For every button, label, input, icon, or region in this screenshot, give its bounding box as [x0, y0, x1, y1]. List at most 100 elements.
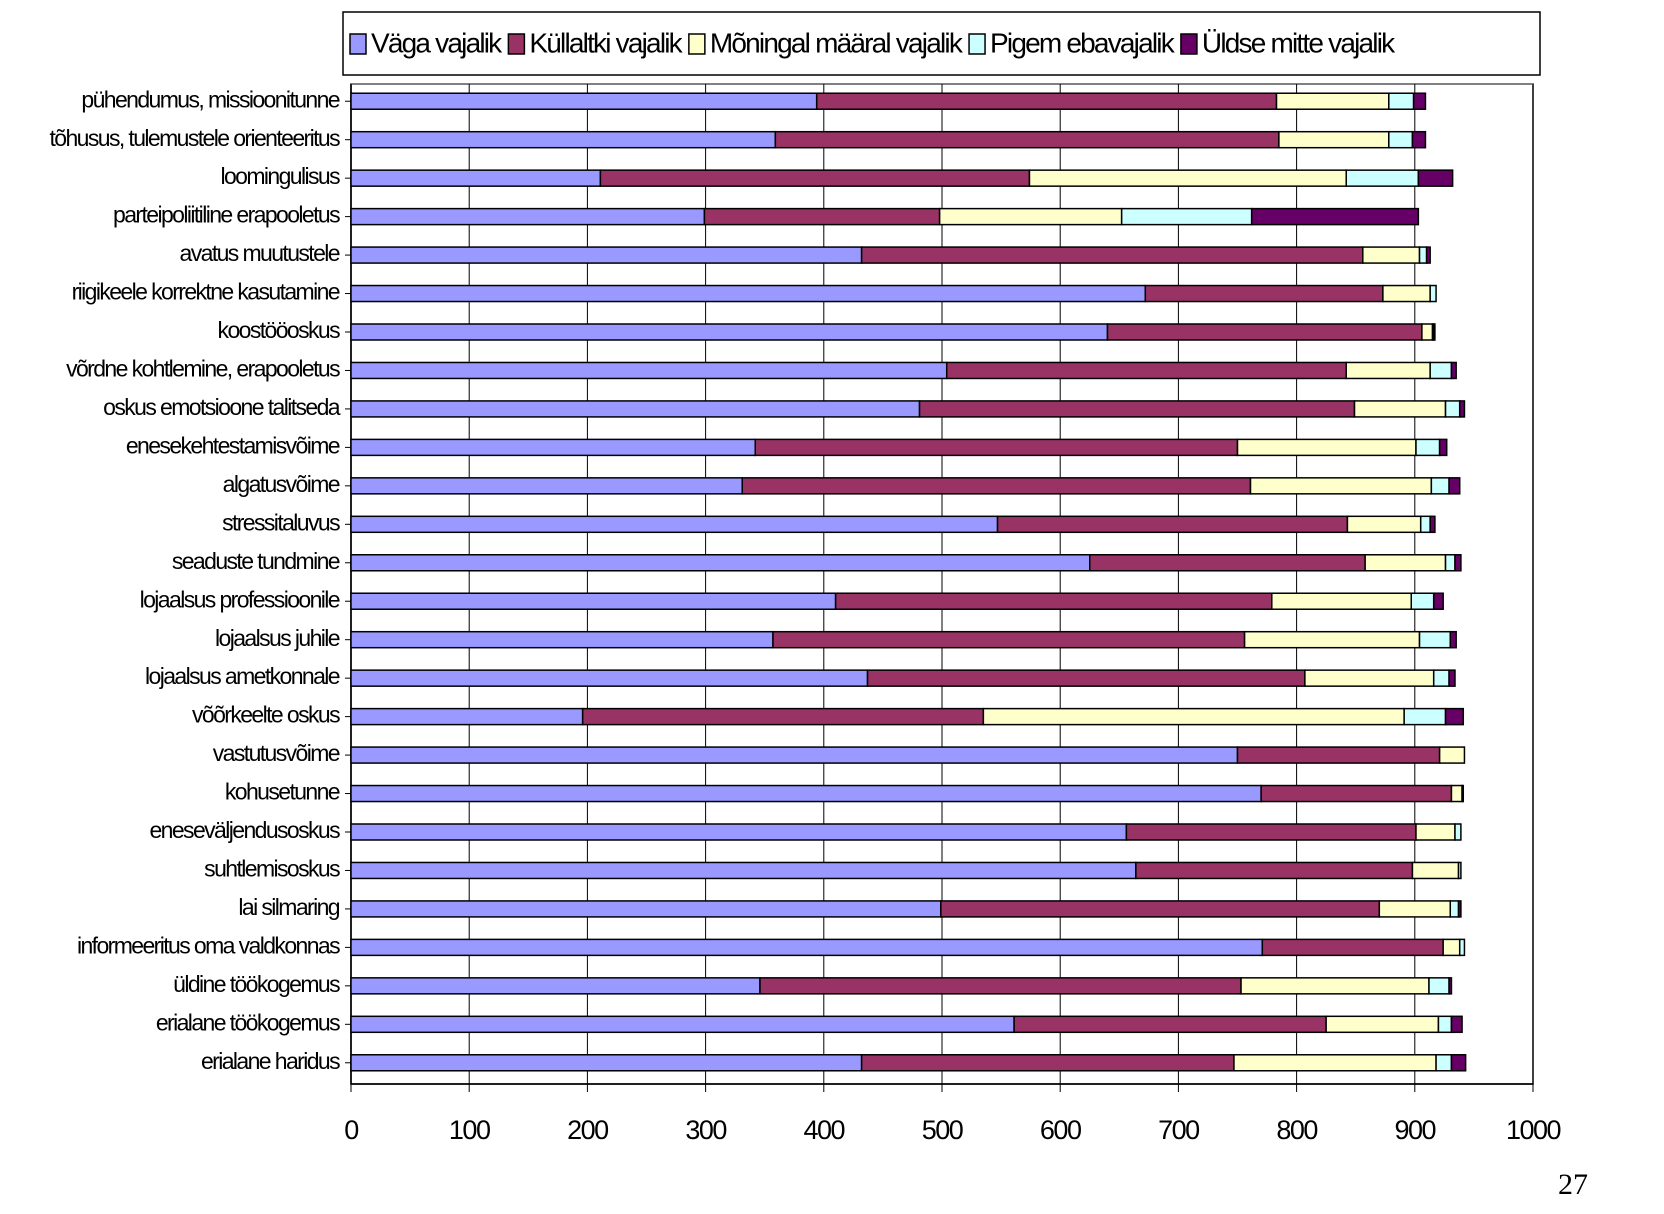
bar-segment: [1411, 130, 1427, 149]
bar-segment: [1304, 669, 1435, 687]
bar-segment: [1461, 784, 1465, 803]
bar-segment: [1412, 92, 1427, 110]
y-tick-label: kohusetunne: [225, 779, 340, 805]
bar-segment: [1271, 592, 1413, 610]
bar-segment: [1454, 823, 1462, 841]
y-tick-label: algatusvõime: [223, 471, 340, 497]
legend-swatch: [688, 33, 706, 55]
x-tick-label: 500: [922, 1115, 963, 1145]
bar-segment: [1362, 246, 1421, 264]
bar-segment: [1428, 977, 1450, 995]
bar-segment: [1382, 284, 1431, 303]
bar-segment: [1403, 707, 1447, 726]
y-tick-label: võõrkeelte oskus: [192, 702, 340, 728]
y-tick-label: stressitaluvus: [222, 509, 340, 535]
bar-segment: [1411, 861, 1460, 880]
bar-segment: [350, 592, 837, 610]
page-number: 27: [1558, 1168, 1588, 1201]
bar-segment: [834, 592, 1273, 610]
bar-segment: [1419, 515, 1431, 534]
bar-segment: [1432, 323, 1436, 341]
bar-segment: [1261, 938, 1444, 957]
bar-segment: [1415, 438, 1441, 457]
legend-label: Üldse mitte vajalik: [1202, 27, 1396, 58]
bar-segment: [1378, 900, 1452, 918]
bar-segment: [1429, 515, 1436, 534]
bar-segment: [350, 515, 999, 534]
bar-segment: [1106, 323, 1423, 341]
bar-segment: [1429, 284, 1437, 303]
x-tick-label: 900: [1395, 1115, 1436, 1145]
bar-segment: [350, 246, 863, 264]
bar-segment: [350, 1015, 1015, 1034]
y-tick-label: avatus muutustele: [180, 240, 340, 266]
y-tick-label: võrdne kohtlemine, erapooletus: [66, 356, 340, 382]
bar-segment: [1432, 592, 1444, 610]
bar-segment: [350, 554, 1091, 572]
bar-segment: [1450, 784, 1463, 803]
bar-segment: [350, 746, 1239, 764]
bar-segment: [1125, 823, 1417, 841]
x-tick-label: 700: [1158, 1115, 1199, 1145]
bar-segment: [1250, 207, 1420, 226]
y-tick-label: eneseväljendusoskus: [149, 817, 340, 843]
bar-segment: [581, 707, 985, 726]
bar-segment: [1364, 554, 1447, 572]
bar-segment: [350, 977, 761, 995]
bar-segment: [1457, 900, 1462, 918]
y-tick-label: tõhusus, tulemustele orienteeritus: [49, 125, 340, 151]
bar-segment: [945, 361, 1347, 380]
bar-segment: [1429, 361, 1453, 380]
bar-segment: [350, 438, 756, 457]
bar-segment: [350, 130, 777, 149]
bar-segment: [996, 515, 1349, 534]
bar-segment: [918, 400, 1356, 418]
bar-segment: [1275, 92, 1390, 110]
bar-segment: [1345, 169, 1420, 187]
y-tick-label: vastutusvõime: [213, 740, 340, 766]
bar-segment: [1448, 477, 1461, 495]
bar-segment: [1450, 361, 1457, 380]
bar-segment: [1448, 669, 1456, 687]
y-tick-label: oskus emotsioone talitseda: [103, 394, 341, 420]
bar-segment: [1236, 746, 1441, 764]
bar-segment: [1353, 400, 1447, 418]
bar-segment: [1417, 169, 1454, 187]
y-tick-label: riigikeele korrektne kasutamine: [72, 279, 340, 305]
bar-segment: [1457, 861, 1462, 880]
y-tick-label: koostööoskus: [218, 317, 341, 343]
bar-segment: [350, 938, 1264, 957]
bar-segment: [1449, 900, 1460, 918]
bar-segment: [350, 323, 1109, 341]
legend-swatch: [349, 33, 367, 55]
bar-segment: [940, 900, 1381, 918]
bar-segment: [1438, 438, 1448, 457]
bar-segment: [754, 438, 1239, 457]
bar-segment: [1249, 477, 1433, 495]
bar-segment: [350, 669, 869, 687]
y-tick-label: pühendumus, missioonitunne: [81, 86, 339, 112]
bar-segment: [1260, 784, 1453, 803]
legend-label: Mõningal määral vajalik: [710, 27, 964, 58]
bar-segment: [1410, 592, 1435, 610]
bar-segment: [350, 284, 1147, 303]
bar-segment: [350, 169, 602, 187]
legend-swatch: [1180, 33, 1198, 55]
bar-segment: [350, 400, 921, 418]
bar-segment: [1388, 92, 1415, 110]
y-tick-label: lojaalsus professioonile: [140, 586, 340, 612]
bar-segment: [1013, 1015, 1327, 1034]
y-tick-label: enesekehtestamisvõime: [126, 432, 340, 458]
bar-segment: [1144, 284, 1384, 303]
bar-segment: [1444, 400, 1461, 418]
bar-segment: [703, 207, 941, 226]
bar-segment: [815, 92, 1278, 110]
bar-segment: [1435, 1054, 1453, 1072]
bar-segment: [350, 900, 942, 918]
bar-segment: [350, 784, 1262, 803]
bar-segment: [1236, 438, 1417, 457]
x-tick-label: 800: [1276, 1115, 1317, 1145]
y-tick-label: erialane haridus: [201, 1048, 340, 1074]
bar-segment: [599, 169, 1031, 187]
bar-segment: [866, 669, 1306, 687]
